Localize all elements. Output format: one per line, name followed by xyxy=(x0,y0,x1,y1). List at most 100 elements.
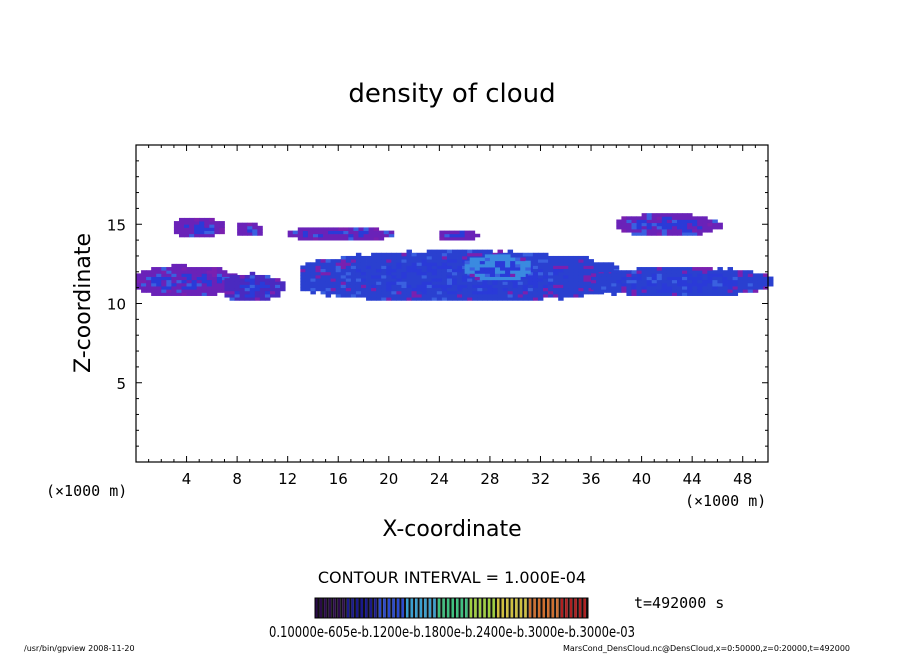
cloud-cell xyxy=(371,255,377,260)
cloud-cell xyxy=(315,265,321,270)
cloud-cell xyxy=(636,289,642,293)
cloud-cell xyxy=(603,262,610,266)
cloud-cell xyxy=(626,292,632,296)
cloud-cell xyxy=(305,281,311,285)
cloud-cell xyxy=(553,255,559,260)
cloud-cell xyxy=(264,293,271,298)
cloud-cell xyxy=(416,297,423,301)
x-tick-label: 44 xyxy=(683,470,702,488)
x-tick-label: 8 xyxy=(232,470,242,488)
cloud-cell xyxy=(757,279,764,284)
cloud-cell xyxy=(386,281,392,285)
cloud-cell xyxy=(489,263,496,268)
cloud-cell xyxy=(234,281,241,285)
cloud-cell xyxy=(578,293,584,298)
cloud-cell xyxy=(355,274,362,279)
cloud-cell xyxy=(505,273,511,277)
cloud-cell xyxy=(237,229,243,233)
cloud-cell xyxy=(436,262,443,266)
cloud-cell xyxy=(641,225,648,230)
cloud-cell xyxy=(206,270,213,274)
cloud-cell xyxy=(722,276,728,281)
cloud-cell xyxy=(537,287,544,292)
cloud-cell xyxy=(671,292,678,296)
cloud-cell xyxy=(732,276,739,281)
cloud-cell xyxy=(737,282,744,287)
cloud-cell xyxy=(646,222,653,227)
cloud-cell xyxy=(558,262,564,266)
cloud-cell xyxy=(477,293,483,298)
colorbar-stripe xyxy=(369,598,373,618)
cloud-cell xyxy=(300,278,306,282)
cloud-cell xyxy=(636,270,642,274)
cloud-cell xyxy=(520,263,526,268)
cloud-cell xyxy=(302,236,309,241)
colorbar-gap xyxy=(540,598,543,618)
cloud-cell xyxy=(330,262,337,266)
cloud-cell xyxy=(391,287,397,292)
cloud-cell xyxy=(762,279,769,284)
cloud-cell xyxy=(426,281,433,285)
cloud-cell xyxy=(702,289,708,293)
cloud-cell xyxy=(229,297,235,301)
cloud-cell xyxy=(601,273,607,277)
cloud-cell xyxy=(712,270,718,274)
cloud-cell xyxy=(259,278,266,282)
cloud-cell xyxy=(671,270,678,274)
cloud-cell xyxy=(411,287,418,292)
cloud-cell xyxy=(543,255,549,260)
colorbar-stripe xyxy=(456,598,459,618)
cloud-cell xyxy=(426,287,433,292)
cloud-cell xyxy=(216,279,223,284)
cloud-cell xyxy=(631,270,637,274)
cloud-cell xyxy=(543,281,549,285)
cloud-cell xyxy=(515,260,521,265)
cloud-cell xyxy=(525,270,531,274)
cloud-cell xyxy=(315,274,321,279)
cloud-cell xyxy=(641,267,648,271)
cloud-cell xyxy=(340,290,347,295)
cloud-cell xyxy=(340,271,347,276)
cloud-cell xyxy=(641,219,648,224)
colorbar-gap xyxy=(331,598,334,618)
cloud-cell xyxy=(692,279,698,284)
cloud-cell xyxy=(234,293,241,298)
cloud-cell xyxy=(651,282,658,287)
cloud-cell xyxy=(522,252,529,257)
cloud-cell xyxy=(373,233,380,238)
cloud-cell xyxy=(184,230,190,235)
cloud-cell xyxy=(181,267,187,271)
cloud-cell xyxy=(527,290,534,295)
cloud-cell xyxy=(214,224,220,228)
cloud-cell xyxy=(366,274,372,279)
cloud-cell xyxy=(621,282,627,287)
cloud-cell xyxy=(457,274,463,279)
cloud-cell xyxy=(345,290,352,295)
cloud-cell xyxy=(631,276,637,281)
cloud-cell xyxy=(671,225,678,230)
cloud-cell xyxy=(591,279,597,284)
cloud-cell xyxy=(275,284,281,289)
cloud-cell xyxy=(181,273,187,277)
cloud-cell xyxy=(517,290,524,295)
cloud-cell xyxy=(360,278,367,282)
cloud-cell xyxy=(613,265,620,270)
x-tick-label: 4 xyxy=(182,470,192,488)
cloud-cell xyxy=(727,282,734,287)
cloud-cell xyxy=(611,273,617,277)
cloud-cell xyxy=(305,271,311,276)
cloud-cell xyxy=(682,273,688,277)
cloud-cell xyxy=(687,279,693,284)
cloud-cell xyxy=(421,259,428,263)
cloud-cell xyxy=(199,221,205,225)
cloud-cell xyxy=(340,268,347,273)
cloud-cell xyxy=(631,232,637,236)
cloud-cell xyxy=(553,281,559,285)
cloud-cell xyxy=(325,287,332,292)
cloud-cell xyxy=(259,293,266,298)
cloud-cell xyxy=(641,292,648,296)
cloud-cell xyxy=(467,297,473,301)
cloud-cell xyxy=(325,284,332,289)
cloud-cell xyxy=(371,271,377,276)
